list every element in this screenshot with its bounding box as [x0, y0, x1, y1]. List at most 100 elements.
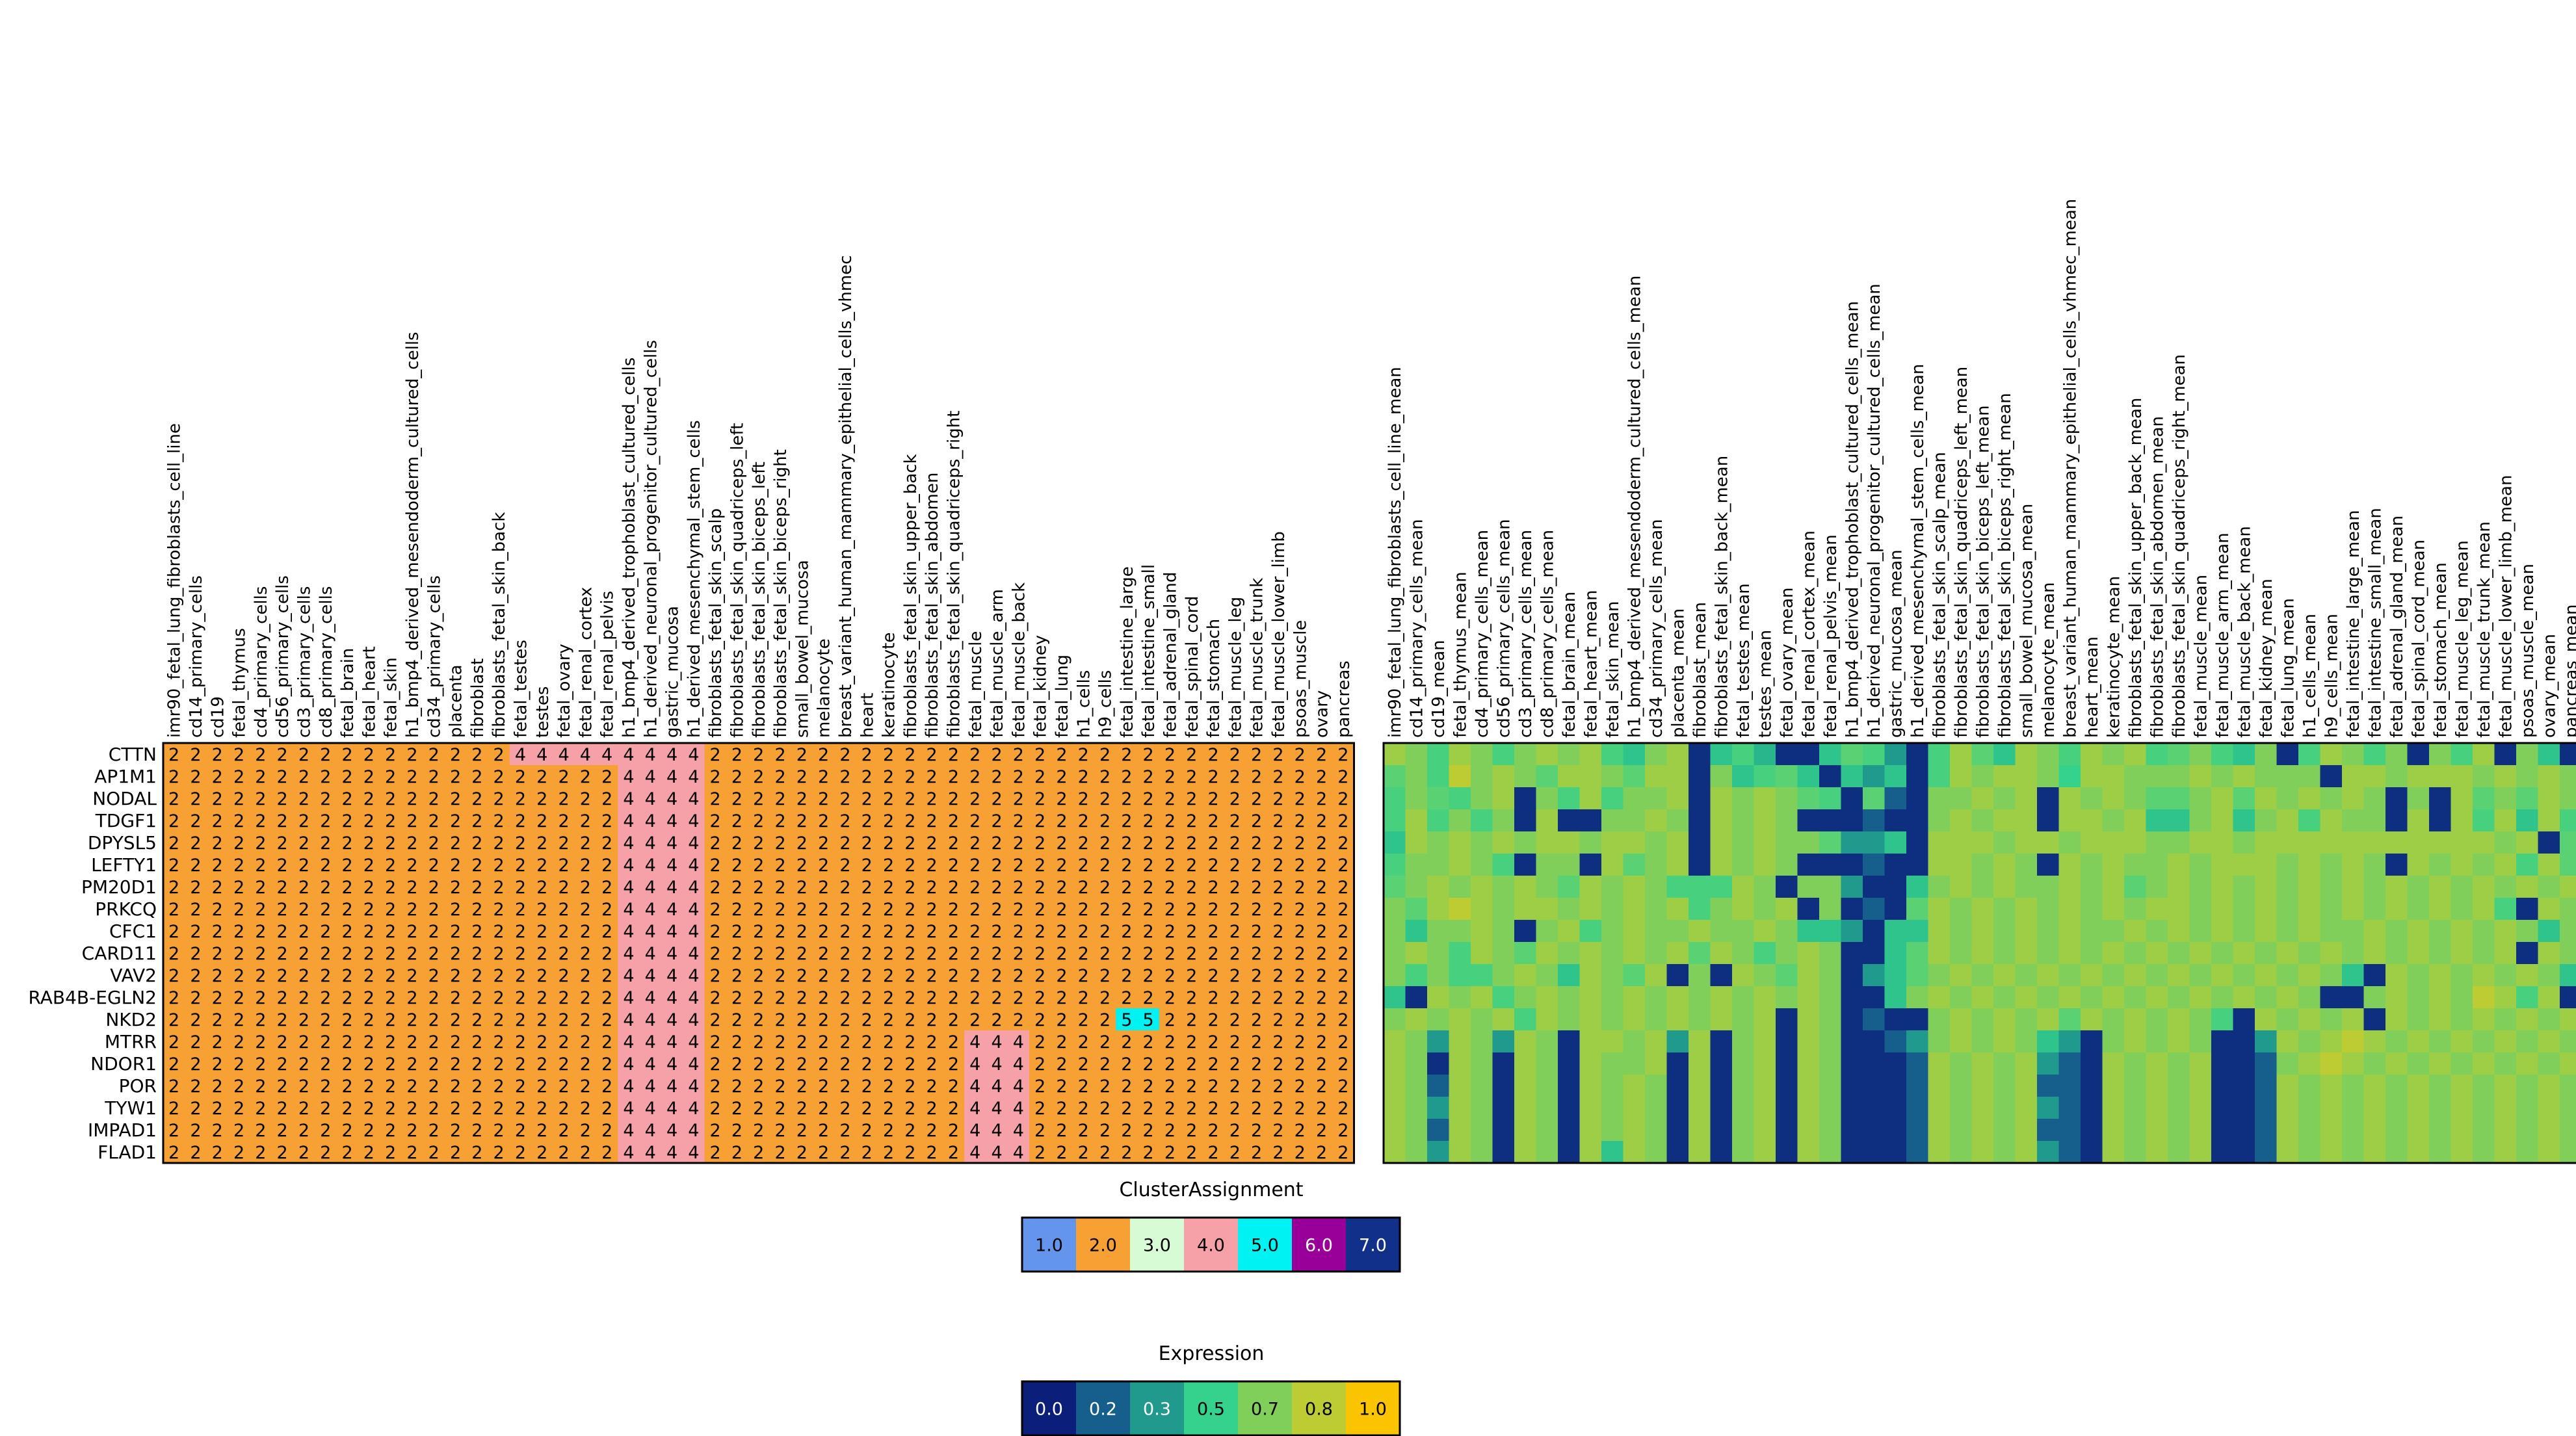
- expression-cell: [1405, 920, 1428, 943]
- expression-cell: [2363, 1030, 2386, 1053]
- cluster-cell: [1007, 854, 1030, 876]
- cluster-cell-label: 2: [385, 900, 396, 920]
- cluster-cell-label: 2: [277, 1032, 288, 1052]
- cluster-cell: [444, 920, 467, 943]
- cluster-cell-label: 2: [536, 900, 547, 920]
- cluster-cell-label: 2: [471, 878, 482, 898]
- expression-cell: [1536, 876, 1558, 898]
- cluster-cell-label: 2: [1186, 767, 1197, 787]
- cluster-cell-label: 2: [255, 789, 266, 809]
- cluster-cell-label: 2: [190, 988, 201, 1008]
- cluster-cell-label: 2: [471, 900, 482, 920]
- expression-cell: [1971, 743, 1994, 766]
- expression-cell: [1776, 1097, 1798, 1119]
- expression-cell: [2211, 942, 2234, 965]
- row-label: MTRR: [105, 1031, 157, 1052]
- cluster-cell: [661, 854, 683, 876]
- cluster-cell-label: 4: [1013, 1099, 1024, 1119]
- expression-cell: [1689, 920, 1711, 943]
- expression-cell: [1776, 986, 1798, 1009]
- expression-cell: [2255, 920, 2278, 943]
- expression-cell: [1666, 787, 1689, 810]
- expression-cell: [2451, 787, 2473, 810]
- cluster-cell-label: 2: [1251, 1143, 1262, 1163]
- expression-cell: [2081, 898, 2103, 920]
- expression-cell: [1405, 1052, 1428, 1075]
- expression-cell: [1754, 1008, 1776, 1031]
- cluster-cell: [315, 898, 337, 920]
- expression-cell: [1754, 898, 1776, 920]
- cluster-cell-label: 4: [666, 745, 677, 765]
- expression-cell: [2168, 787, 2190, 810]
- expression-cell: [1884, 809, 1907, 832]
- cluster-cell-label: 2: [428, 1010, 440, 1030]
- cluster-cell: [358, 809, 380, 832]
- expression-cell: [1971, 1119, 1994, 1142]
- cluster-cell-label: 2: [1013, 833, 1024, 854]
- cluster-cell-label: 2: [1143, 988, 1154, 1008]
- expression-cell: [1558, 1141, 1581, 1164]
- expression-cell: [1645, 1008, 1668, 1031]
- cluster-cell-label: 2: [406, 1099, 417, 1119]
- expression-cell: [1427, 854, 1450, 876]
- expression-cell: [2473, 1075, 2495, 1097]
- expression-cell: [1710, 1052, 1733, 1075]
- cluster-cell-label: 2: [385, 878, 396, 898]
- cluster-cell: [1332, 787, 1355, 810]
- expression-cell: [1645, 787, 1668, 810]
- cluster-cell-label: 2: [168, 1143, 179, 1163]
- expression-cell: [2255, 942, 2278, 965]
- cluster-cell-label: 2: [1337, 1010, 1348, 1030]
- expression-cell: [2429, 1008, 2452, 1031]
- cluster-cell-label: 2: [731, 1121, 743, 1141]
- expression-cell: [1971, 1097, 1994, 1119]
- cluster-cell-label: 2: [1316, 1077, 1327, 1097]
- expression-cell: [1689, 743, 1711, 766]
- expression-cell: [1471, 1119, 1493, 1142]
- cluster-cell-label: 2: [1316, 1099, 1327, 1119]
- expression-cell: [2298, 986, 2321, 1009]
- cluster-cell-label: 2: [731, 966, 743, 986]
- cluster-cell-label: 2: [839, 1143, 850, 1163]
- expression-cell: [1710, 876, 1733, 898]
- cluster-cell-label: 2: [1078, 1032, 1089, 1052]
- cluster-cell-label: 2: [1056, 1121, 1067, 1141]
- cluster-cell-label: 2: [233, 1143, 244, 1163]
- cluster-cell-label: 4: [666, 944, 677, 964]
- expression-cell: [1427, 1030, 1450, 1053]
- expression-cell: [2494, 1119, 2517, 1142]
- cluster-cell-label: 2: [406, 833, 417, 854]
- cluster-cell: [206, 809, 229, 832]
- expression-cell: [2429, 1075, 2452, 1097]
- expression-cell: [2102, 1141, 2125, 1164]
- expression-cell: [2124, 942, 2147, 965]
- expression-cell: [1819, 942, 1842, 965]
- cluster-cell-label: 2: [363, 878, 375, 898]
- expression-cell: [2015, 743, 2038, 766]
- expression-cell: [2342, 831, 2365, 854]
- cluster-cell-label: 2: [558, 811, 569, 831]
- cluster-cell: [185, 920, 207, 943]
- cluster-cell-label: 2: [1143, 833, 1154, 854]
- expression-cell: [1579, 920, 1602, 943]
- cluster-cell: [185, 854, 207, 876]
- expression-cell: [2146, 1052, 2168, 1075]
- cluster-column-label: h1_derived_mesenchymal_stem_cells: [685, 420, 704, 738]
- cluster-cell: [271, 809, 294, 832]
- cluster-cell: [1116, 854, 1138, 876]
- expression-cell: [2233, 809, 2255, 832]
- cluster-cell: [618, 765, 640, 788]
- expression-cell: [1689, 876, 1711, 898]
- expression-cell: [1601, 1141, 1624, 1164]
- cluster-cell-label: 2: [1272, 1077, 1283, 1097]
- cluster-cell-label: 2: [580, 878, 591, 898]
- cluster-cell-label: 2: [1078, 745, 1089, 765]
- cluster-cell-label: 4: [623, 966, 634, 986]
- expression-cell: [2124, 1141, 2147, 1164]
- expression-cell: [1710, 809, 1733, 832]
- expression-cell: [2385, 964, 2408, 987]
- row-label: RAB4B-EGLN2: [28, 987, 157, 1008]
- cluster-cell: [1072, 854, 1095, 876]
- cluster-cell: [1310, 743, 1333, 766]
